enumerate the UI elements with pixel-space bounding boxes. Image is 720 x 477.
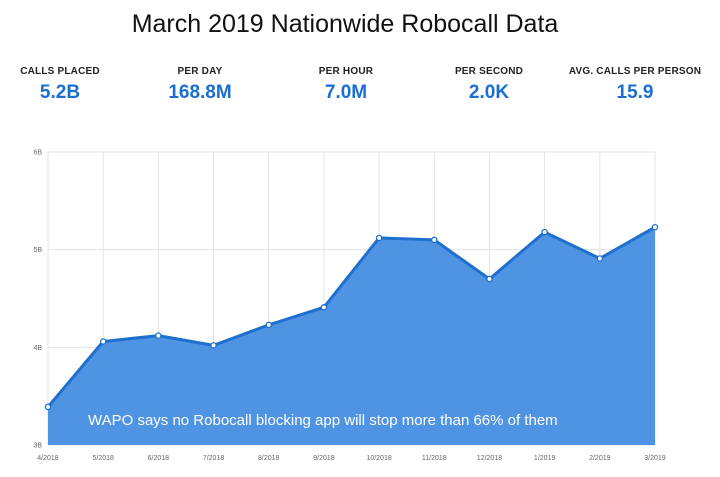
stat-value: 7.0M — [324, 82, 368, 103]
x-tick-label: 9/2018 — [313, 455, 335, 462]
y-tick-label: 6B — [33, 150, 42, 157]
data-point — [210, 342, 217, 349]
data-point — [44, 403, 52, 411]
stat-label: PER HOUR — [318, 66, 374, 77]
stat-per-hour: PER HOUR 7.0M — [296, 66, 396, 104]
data-point — [541, 228, 548, 236]
x-tick-label: 5/2018 — [92, 455, 114, 462]
data-point — [596, 255, 604, 262]
data-point — [375, 234, 383, 242]
x-tick-label: 8/2018 — [258, 455, 280, 462]
y-tick-label: 3B — [33, 443, 42, 450]
x-tick-label: 4/2018 — [37, 455, 59, 462]
x-tick-label: 12/2018 — [477, 455, 502, 462]
series-area — [48, 227, 655, 445]
stat-label: PER DAY — [177, 66, 223, 77]
data-point — [320, 304, 328, 311]
data-point — [99, 338, 107, 345]
stat-label: AVG. CALLS PER PERSON — [568, 66, 702, 77]
x-tick-label: 2/2019 — [589, 455, 611, 462]
stat-label: CALLS PLACED — [20, 66, 100, 77]
data-point — [265, 321, 272, 329]
stat-value: 168.8M — [168, 82, 232, 103]
data-point — [651, 223, 659, 231]
stat-calls-placed: CALLS PLACED 5.2B — [10, 66, 110, 104]
stat-avg-calls-per-person: AVG. CALLS PER PERSON 15.9 — [560, 66, 710, 104]
x-tick-label: 1/2019 — [534, 455, 556, 462]
y-tick-label: 5B — [33, 247, 42, 254]
x-tick-label: 3/2019 — [644, 455, 666, 462]
stat-value: 5.2B — [39, 82, 81, 103]
stat-label: PER SECOND — [454, 66, 524, 77]
x-tick-label: 10/2018 — [366, 455, 391, 462]
x-tick-label: 11/2018 — [422, 455, 447, 462]
page-title: March 2019 Nationwide Robocall Data — [131, 10, 559, 38]
stats-bar: CALLS PLACED 5.2B PER DAY 168.8M PER HOU… — [0, 66, 720, 112]
x-tick-label: 6/2018 — [148, 455, 170, 462]
stat-value: 15.9 — [616, 82, 654, 103]
stat-per-day: PER DAY 168.8M — [150, 66, 250, 104]
data-point — [486, 275, 493, 283]
x-tick-label: 7/2018 — [203, 455, 225, 462]
series-line — [46, 225, 656, 408]
stat-per-second: PER SECOND 2.0K — [439, 66, 539, 104]
data-point — [155, 332, 162, 339]
chart-annotation: WAPO says no Robocall blocking app will … — [88, 412, 558, 429]
y-tick-label: 4B — [33, 345, 42, 352]
stat-value: 2.0K — [468, 82, 510, 103]
data-point — [431, 236, 438, 244]
